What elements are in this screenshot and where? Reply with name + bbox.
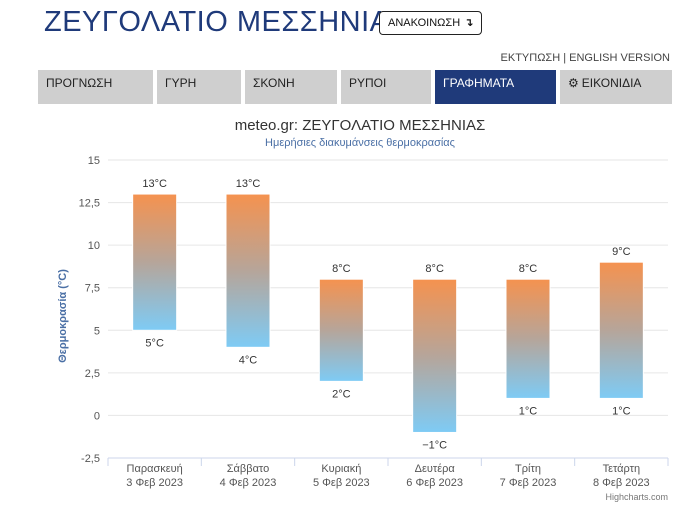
high-temp-label: 8°C xyxy=(519,263,538,275)
arrow-down-icon: ↴ xyxy=(464,17,474,29)
tab-charts[interactable]: ΓΡΑΦΗΜΑΤΑ xyxy=(435,70,556,104)
data-labels: 13°C 5°C 13°C 4°C 8°C 2°C 8°C −1°C 8°C 1°C 9°C 1°C xyxy=(142,178,630,451)
tab-label: ΕΙΚΟΝΙΔΙΑ xyxy=(581,76,642,90)
high-temp-label: 9°C xyxy=(612,246,631,258)
temperature-range-bar[interactable] xyxy=(318,278,364,382)
y-axis-labels: -2,5 0 2,5 5 7,5 10 12,5 15 xyxy=(79,155,100,465)
x-tick-label-day: Τετάρτη xyxy=(603,463,641,475)
y-tick-label: 10 xyxy=(88,240,100,252)
tab-label: ΡΥΠΟΙ xyxy=(349,76,387,90)
high-temp-label: 13°C xyxy=(236,178,261,190)
low-temp-label: 1°C xyxy=(519,405,538,417)
x-tick-label-date: 8 Φεβ 2023 xyxy=(593,477,650,489)
y-tick-label: 0 xyxy=(94,410,100,422)
high-temp-label: 13°C xyxy=(142,178,167,190)
tab-pollen[interactable]: ΓΥΡΗ xyxy=(157,70,241,104)
x-tick-label-date: 6 Φεβ 2023 xyxy=(406,477,463,489)
x-axis: Παρασκευή 3 Φεβ 2023 Σάββατο 4 Φεβ 2023 Κυρι… xyxy=(107,457,669,489)
tab-icons[interactable]: ⚙ ΕΙΚΟΝΙΔΙΑ xyxy=(560,70,672,104)
y-tick-label: 5 xyxy=(94,325,100,337)
main-nav: ΠΡΟΓΝΩΣΗ ΓΥΡΗ ΣΚΟΝΗ ΡΥΠΟΙ ΓΡΑΦΗΜΑΤΑ ⚙ ΕΙΚ… xyxy=(38,70,672,104)
announcement-label: ΑΝΑΚΟΙΝΩΣΗ xyxy=(388,17,461,29)
x-tick-label-date: 5 Φεβ 2023 xyxy=(313,477,370,489)
temperature-range-bar[interactable] xyxy=(412,278,458,433)
tab-dust[interactable]: ΣΚΟΝΗ xyxy=(245,70,337,104)
grid-lines xyxy=(108,159,668,459)
x-tick-label-day: Τρίτη xyxy=(515,463,541,475)
temperature-range-bar[interactable] xyxy=(132,193,178,331)
x-tick-label-date: 3 Φεβ 2023 xyxy=(126,477,183,489)
tab-label: ΓΥΡΗ xyxy=(165,76,197,90)
gear-icon: ⚙ xyxy=(568,76,579,90)
high-temp-label: 8°C xyxy=(332,263,351,275)
y-tick-label: 12,5 xyxy=(79,198,100,210)
tab-label: ΠΡΟΓΝΩΣΗ xyxy=(46,76,113,90)
tab-label: ΣΚΟΝΗ xyxy=(253,76,295,90)
high-temp-label: 8°C xyxy=(425,263,444,275)
tab-pollutants[interactable]: ΡΥΠΟΙ xyxy=(341,70,431,104)
temperature-range-bar[interactable] xyxy=(598,261,644,399)
x-tick-label-date: 7 Φεβ 2023 xyxy=(500,477,557,489)
y-tick-label: 15 xyxy=(88,155,100,167)
print-link[interactable]: ΕΚΤΥΠΩΣΗ xyxy=(500,52,561,64)
x-tick-label-day: Σάββατο xyxy=(227,463,269,475)
english-version-link[interactable]: ENGLISH VERSION xyxy=(569,52,670,64)
y-tick-label: -2,5 xyxy=(81,453,100,465)
top-links: ΕΚΤΥΠΩΣΗ | ENGLISH VERSION xyxy=(501,52,670,64)
x-tick-label-day: Δευτέρα xyxy=(415,463,456,475)
site-title: ΖΕΥΓΟΛΑΤΙΟ ΜΕΣΣΗΝΙΑΣ xyxy=(44,6,408,38)
temperature-range-bar[interactable] xyxy=(225,193,271,348)
low-temp-label: 5°C xyxy=(145,337,164,349)
announcement-button[interactable]: ΑΝΑΚΟΙΝΩΣΗ ↴ xyxy=(379,11,483,35)
chart-credits[interactable]: Highcharts.com xyxy=(605,492,668,502)
y-tick-label: 7,5 xyxy=(85,283,100,295)
bars xyxy=(132,193,644,433)
low-temp-label: 1°C xyxy=(612,405,631,417)
y-axis-title: Θερμοκρασία (°C) xyxy=(57,269,69,363)
x-tick-label-date: 4 Φεβ 2023 xyxy=(220,477,277,489)
low-temp-label: 4°C xyxy=(239,354,258,366)
tab-forecast[interactable]: ΠΡΟΓΝΩΣΗ xyxy=(38,70,153,104)
link-separator: | xyxy=(560,52,570,64)
x-tick-label-day: Παρασκευή xyxy=(127,463,183,475)
chart-title: meteo.gr: ΖΕΥΓΟΛΑΤΙΟ ΜΕΣΣΗΝΙΑΣ xyxy=(235,117,486,134)
y-tick-label: 2,5 xyxy=(85,368,100,380)
temperature-range-bar[interactable] xyxy=(505,278,551,399)
low-temp-label: 2°C xyxy=(332,388,351,400)
tab-label: ΓΡΑΦΗΜΑΤΑ xyxy=(443,76,515,90)
temperature-chart: meteo.gr: ΖΕΥΓΟΛΑΤΙΟ ΜΕΣΣΗΝΙΑΣ Ημερήσιες… xyxy=(57,117,669,502)
low-temp-label: −1°C xyxy=(422,439,447,451)
chart-subtitle: Ημερήσιες διακυμάνσεις θερμοκρασίας xyxy=(265,137,455,149)
x-tick-label-day: Κυριακή xyxy=(321,463,361,475)
